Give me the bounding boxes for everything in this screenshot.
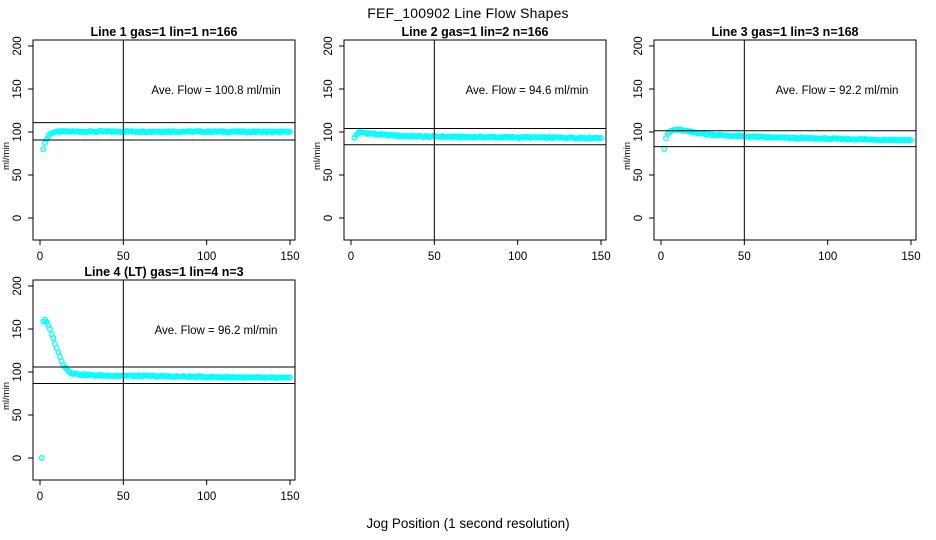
y-tick-label: 200 [12,36,24,55]
y-tick-label: 100 [12,362,24,381]
panel-svg: Line 4 (LT) gas=1 lin=4 n=3 Ave. Flow = 9… [1,265,300,503]
y-tick-label: 0 [12,455,24,461]
y-tick-label: 50 [12,169,24,182]
panel-line-2-chart: Line 2 gas=1 lin=2 n=166 Ave. Flow = 94.6… [312,25,622,274]
ave-flow-annotation: Ave. Flow = 100.8 ml/min [151,85,280,97]
flow-data-points [38,316,293,461]
panel-text: Line 4 (LT) gas=1 lin=4 n=3 Ave. Flow = 9… [1,265,300,503]
y-tick-label: 100 [12,122,24,141]
x-tick-label: 50 [428,251,441,263]
y-tick-label: 0 [323,215,335,221]
panel-svg: Line 3 gas=1 lin=3 n=168 Ave. Flow = 92.2… [622,25,921,263]
y-axis-title: ml/min [622,142,633,170]
y-tick-label: 150 [12,79,24,98]
x-tick-label: 0 [37,251,43,263]
x-tick-label: 150 [591,251,610,263]
x-tick-label: 0 [658,251,664,263]
panel-svg: Line 2 gas=1 lin=2 n=166 Ave. Flow = 94.6… [312,25,611,263]
outlier-point [38,455,45,461]
x-tick-label: 0 [37,491,43,503]
axes [339,39,607,245]
reference-lines [33,280,295,480]
outlier-point [40,146,47,153]
reference-lines [33,40,295,240]
reference-lines [344,40,606,240]
plot-box [343,39,607,241]
axes [28,279,296,485]
y-tick-label: 50 [12,409,24,422]
x-axis-title: Jog Position (1 second resolution) [366,516,570,531]
y-axis-title: ml/min [312,142,323,170]
y-tick-label: 200 [323,36,335,55]
y-tick-label: 100 [323,122,335,141]
ave-flow-annotation: Ave. Flow = 92.2 ml/min [776,85,899,97]
y-axis-title: ml/min [1,382,12,410]
y-tick-label: 50 [323,169,335,182]
x-tick-label: 50 [738,251,751,263]
y-tick-label: 0 [633,215,645,221]
x-tick-label: 50 [117,251,130,263]
x-tick-label: 100 [508,251,527,263]
chart-main-title: FEF_100902 Line Flow Shapes [367,5,569,21]
y-tick-label: 150 [323,79,335,98]
panel-text: Line 2 gas=1 lin=2 n=166 Ave. Flow = 94.6… [312,25,611,263]
panel-svg: Line 1 gas=1 lin=1 n=166 Ave. Flow = 100.… [1,25,300,263]
ave-flow-annotation: Ave. Flow = 96.2 ml/min [155,325,278,337]
y-tick-label: 200 [12,276,24,295]
panel-line-1-chart: Line 1 gas=1 lin=1 n=166 Ave. Flow = 100.… [1,25,311,274]
x-tick-label: 100 [818,251,837,263]
x-tick-label: 100 [197,251,216,263]
x-tick-label: 150 [901,251,920,263]
flow-data-points [351,129,604,142]
axes [28,39,296,245]
panel-text: Line 3 gas=1 lin=3 n=168 Ave. Flow = 92.2… [622,25,921,263]
y-axis-title: ml/min [1,142,12,170]
x-tick-label: 0 [348,251,354,263]
panel-title: Line 2 gas=1 lin=2 n=166 [402,26,549,39]
y-tick-label: 100 [633,122,645,141]
x-tick-label: 100 [197,491,216,503]
plot-box [32,39,296,241]
y-tick-label: 50 [633,169,645,182]
axes [649,39,917,245]
panel-title: Line 3 gas=1 lin=3 n=168 [712,26,859,39]
x-tick-label: 50 [117,491,130,503]
panel-line-3-chart: Line 3 gas=1 lin=3 n=168 Ave. Flow = 92.2… [622,25,932,274]
y-tick-label: 150 [633,79,645,98]
x-tick-label: 150 [280,491,299,503]
y-tick-label: 150 [12,319,24,338]
x-tick-label: 150 [280,251,299,263]
plot-box [32,279,296,481]
outlier-point [661,146,668,153]
panel-line-4-chart: Line 4 (LT) gas=1 lin=4 n=3 Ave. Flow = 9… [1,265,311,514]
flow-data-points [661,126,914,153]
panel-text: Line 1 gas=1 lin=1 n=166 Ave. Flow = 100.… [1,25,300,263]
panel-title: Line 1 gas=1 lin=1 n=166 [91,26,238,39]
reference-lines [654,40,916,240]
flow-data-points [40,127,293,153]
y-tick-label: 0 [12,215,24,221]
ave-flow-annotation: Ave. Flow = 94.6 ml/min [466,85,589,97]
plot-box [653,39,917,241]
y-tick-label: 200 [633,36,645,55]
panel-title: Line 4 (LT) gas=1 lin=4 n=3 [84,266,243,279]
